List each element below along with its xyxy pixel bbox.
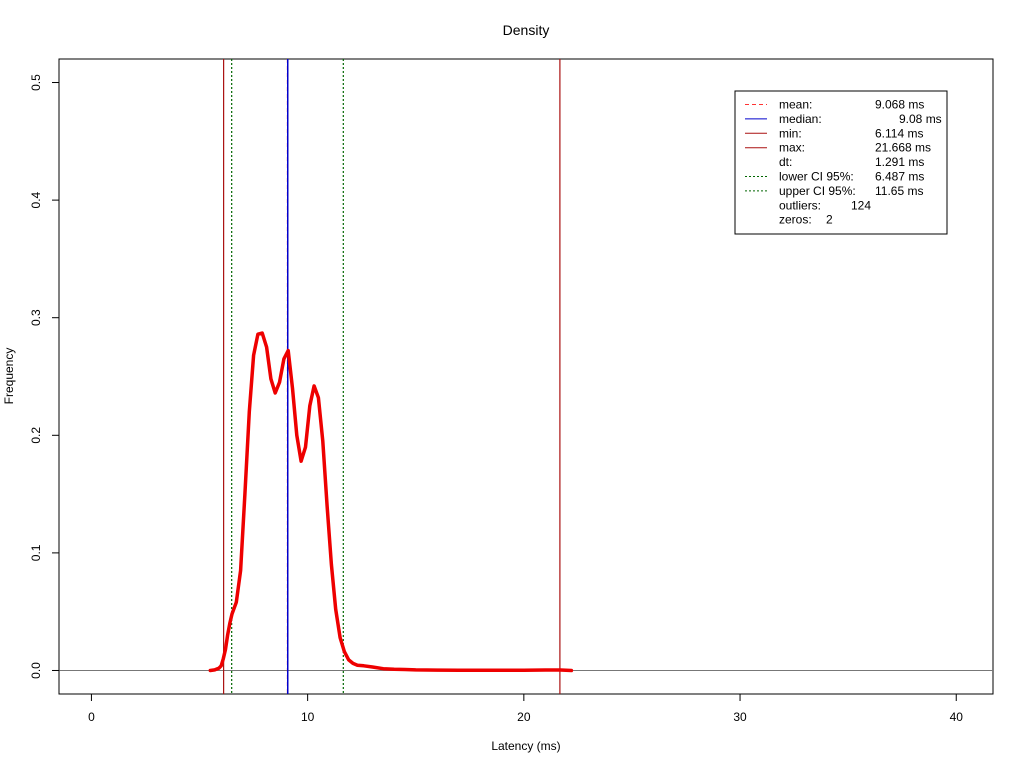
density-series: [208, 331, 574, 673]
density-line: [208, 331, 574, 673]
y-tick-label: 0.5: [29, 74, 43, 91]
legend-value: 1.291 ms: [875, 155, 924, 169]
legend-value: 11.65 ms: [875, 184, 923, 198]
reference-lines: [223, 59, 561, 694]
y-tick-label: 0.3: [29, 309, 43, 326]
legend-label: lower CI 95%:: [779, 170, 854, 184]
x-tick-label: 20: [517, 710, 531, 724]
x-tick-label: 10: [301, 710, 315, 724]
y-tick-label: 0.2: [29, 427, 43, 444]
legend-value: 9.08 ms: [899, 112, 942, 126]
legend-label: min:: [779, 126, 802, 140]
legend-label: median:: [779, 112, 822, 126]
legend: mean: 9.068 ms median: 9.08 ms min: 6.114 ms m…: [734, 90, 948, 235]
legend-value: 6.487 ms: [875, 170, 924, 184]
y-axis-label: Frequency: [2, 348, 16, 405]
legend-label: upper CI 95%:: [779, 184, 856, 198]
x-tick-label: 40: [950, 710, 964, 724]
legend-value: 9.068 ms: [875, 98, 924, 112]
x-tick-label: 30: [733, 710, 747, 724]
x-axis-label: Latency (ms): [491, 739, 560, 753]
y-tick-label: 0.0: [29, 662, 43, 679]
y-tick-label: 0.1: [29, 544, 43, 561]
legend-value: 6.114 ms: [875, 126, 923, 140]
legend-value: 21.668 ms: [875, 141, 931, 155]
legend-label: zeros:: [779, 213, 812, 227]
legend-label: dt:: [779, 155, 792, 169]
x-tick-label: 0: [88, 710, 95, 724]
chart-title: Density: [503, 22, 550, 38]
y-axis: 0.0 0.1 0.2 0.3 0.4 0.5: [29, 74, 60, 679]
legend-label: max:: [779, 141, 805, 155]
legend-value: 124: [851, 198, 871, 212]
legend-box: [734, 90, 948, 235]
legend-label: mean:: [779, 98, 812, 112]
y-tick-label: 0.4: [29, 191, 43, 208]
legend-value: 2: [826, 213, 833, 227]
legend-label: outliers:: [779, 198, 821, 212]
x-axis: 0 10 20 30 40: [88, 693, 964, 724]
